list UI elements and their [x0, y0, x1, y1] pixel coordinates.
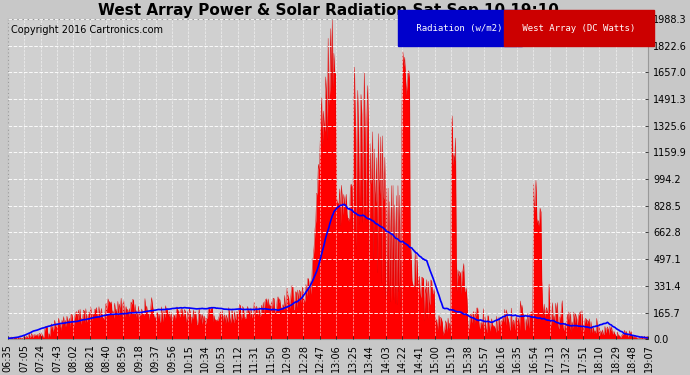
Title: West Array Power & Solar Radiation Sat Sep 10 19:10: West Array Power & Solar Radiation Sat S… [98, 3, 559, 18]
Text: West Array (DC Watts): West Array (DC Watts) [517, 24, 641, 33]
Text: Radiation (w/m2): Radiation (w/m2) [411, 24, 508, 33]
Text: Copyright 2016 Cartronics.com: Copyright 2016 Cartronics.com [11, 26, 163, 35]
